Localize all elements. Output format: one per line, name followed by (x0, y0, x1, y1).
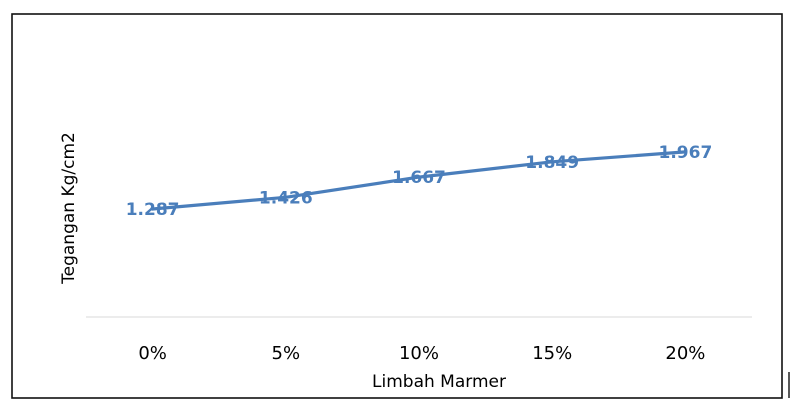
x-tick-label: 10% (399, 343, 439, 364)
x-tick-label: 0% (138, 343, 167, 364)
x-tick-label: 20% (665, 343, 705, 364)
x-tick-label: 15% (532, 343, 572, 364)
data-label: 1.287 (126, 200, 180, 220)
data-label: 1.849 (525, 153, 579, 173)
data-point (417, 175, 421, 179)
plot-area: 0% 5% 10% 15% 20% 1.287 1.426 1.667 1.849 1.967 (126, 143, 713, 364)
data-point (284, 195, 288, 199)
data-point (683, 150, 688, 154)
data-point (550, 160, 554, 164)
data-label: 1.967 (659, 143, 713, 163)
x-tick-label: 5% (272, 343, 301, 364)
data-point (151, 207, 155, 211)
x-axis-label: Limbah Marmer (372, 372, 506, 392)
y-axis-label: Tegangan Kg/cm2 (59, 132, 79, 285)
data-label: 1.426 (259, 188, 313, 208)
chart-border (11, 13, 783, 399)
data-label: 1.667 (392, 168, 446, 188)
